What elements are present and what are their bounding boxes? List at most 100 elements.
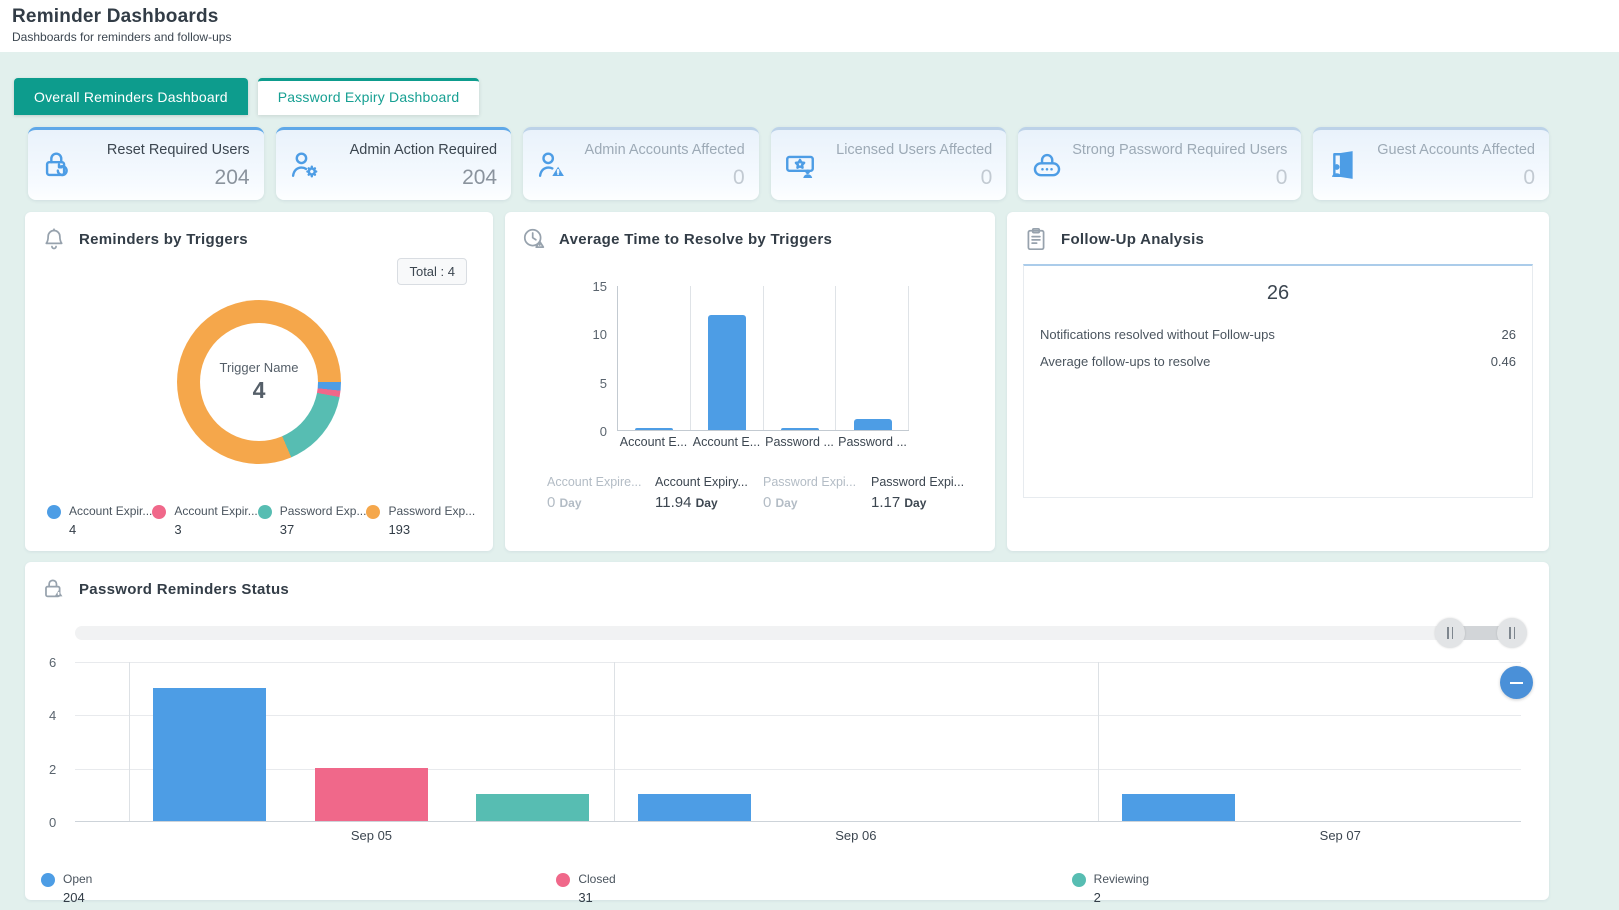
x-axis-labels: Sep 05Sep 06Sep 07	[75, 828, 1521, 848]
user-warning-icon	[535, 148, 569, 182]
bar-reviewing	[476, 794, 589, 821]
avg-time-bar-chart: 051015	[521, 286, 979, 431]
legend-item[interactable]: Open 204	[41, 870, 502, 905]
stat-card-title: Licensed Users Affected	[825, 142, 993, 158]
follow-up-summary-box: 26 Notifications resolved without Follow…	[1023, 264, 1533, 498]
legend-label: Password Exp...	[280, 504, 367, 518]
tab-overall-reminders-dashboard[interactable]: Overall Reminders Dashboard	[14, 78, 248, 115]
y-tick-label: 15	[593, 279, 607, 294]
gridline	[75, 662, 1521, 663]
bar-open	[1122, 794, 1235, 821]
gridline	[908, 286, 909, 430]
legend-value: 3	[174, 522, 257, 537]
gridline	[614, 662, 615, 821]
legend-color-dot	[556, 873, 570, 887]
x-tick-label: Sep 06	[835, 828, 876, 843]
legend-label: Account Expir...	[69, 504, 152, 518]
y-tick-label: 5	[600, 376, 607, 391]
gridline	[1098, 662, 1099, 821]
panel-header: Average Time to Resolve by Triggers	[521, 226, 979, 252]
x-tick-label: Account E...	[617, 435, 690, 449]
legend-item[interactable]: Password Exp... 193	[366, 502, 475, 537]
x-axis-labels: Account E...Account E...Password ...Pass…	[617, 431, 909, 449]
stat-card[interactable]: Guest Accounts Affected 0	[1313, 127, 1549, 200]
legend-color-dot	[41, 873, 55, 887]
legend-color-dot	[366, 505, 380, 519]
legend-item[interactable]: Account Expir... 4	[47, 502, 152, 537]
stat-card[interactable]: Licensed Users Affected 0	[771, 127, 1007, 200]
stat-card-value: 204	[82, 166, 250, 190]
legend-label: Open	[63, 872, 92, 886]
bar	[781, 428, 819, 430]
stat-card-title: Guest Accounts Affected	[1367, 142, 1535, 158]
avg-stat-item: Password Expi... 1.17 Day	[871, 475, 979, 511]
bar-closed	[315, 768, 428, 821]
page-header: Reminder Dashboards Dashboards for remin…	[0, 0, 1619, 52]
slider-handle-left[interactable]	[1435, 618, 1465, 648]
license-user-icon	[783, 148, 817, 182]
slider-handle-right[interactable]	[1497, 618, 1527, 648]
stat-card-title: Admin Accounts Affected	[577, 142, 745, 158]
follow-up-row-value: 26	[1502, 327, 1516, 342]
avg-stat-item: Password Expi... 0 Day	[763, 475, 871, 511]
stat-card-value: 0	[577, 166, 745, 190]
avg-stat-unit: Day	[560, 496, 582, 510]
stat-card[interactable]: Strong Password Required Users 0	[1018, 127, 1301, 200]
avg-stat-value: 11.94	[655, 494, 691, 511]
y-tick-label: 10	[593, 327, 607, 342]
bell-icon	[41, 226, 67, 252]
legend-color-dot	[1072, 873, 1086, 887]
stat-cards-row: Reset Required Users 204 Admin Action Re…	[28, 127, 1549, 200]
panel-header: Password Reminders Status	[41, 576, 1533, 602]
stat-card[interactable]: Admin Accounts Affected 0	[523, 127, 759, 200]
stat-card[interactable]: Admin Action Required 204	[276, 127, 512, 200]
x-tick-label: Account E...	[690, 435, 763, 449]
gridline	[690, 286, 691, 430]
gridline	[835, 286, 836, 430]
date-range-slider[interactable]	[75, 626, 1527, 640]
status-legend: Open 204 Closed 31 Reviewing 2	[41, 870, 1533, 905]
stat-card[interactable]: Reset Required Users 204	[28, 127, 264, 200]
stat-card-value: 0	[1367, 166, 1535, 190]
legend-item[interactable]: Password Exp... 37	[258, 502, 367, 537]
plot-area	[617, 286, 909, 431]
legend-item[interactable]: Account Expir... 3	[152, 502, 257, 537]
panel-average-time-to-resolve: Average Time to Resolve by Triggers 0 5 10…	[505, 212, 995, 551]
tab-bar: Overall Reminders Dashboard Password Exp…	[0, 52, 1619, 115]
legend-value: 37	[280, 522, 367, 537]
follow-up-rows: Notifications resolved without Follow-up…	[1040, 321, 1516, 375]
page-title: Reminder Dashboards	[12, 6, 1607, 28]
y-axis-labels: 051015	[521, 286, 617, 431]
donut-center-value: 4	[253, 377, 266, 404]
panel-password-reminders-status: Password Reminders Status 0246 Sep 05Sep…	[25, 562, 1549, 900]
slider-track[interactable]	[75, 626, 1527, 640]
legend-item[interactable]: Closed 31	[556, 870, 1017, 905]
lock-warning-icon	[41, 576, 67, 602]
y-tick-label: 6	[49, 655, 56, 670]
panel-header: Reminders by Triggers	[41, 226, 477, 252]
bar-open	[638, 794, 751, 821]
donut-center-label: Trigger Name	[220, 360, 299, 375]
tab-password-expiry-dashboard[interactable]: Password Expiry Dashboard	[258, 78, 480, 115]
panel-reminders-by-triggers: Reminders by Triggers Total : 4 Trigger …	[25, 212, 493, 551]
dashboard-content: Overall Reminders Dashboard Password Exp…	[0, 52, 1619, 910]
legend-value: 31	[578, 890, 615, 905]
avg-stat-value: 0	[763, 494, 771, 511]
legend-value: 2	[1094, 890, 1149, 905]
panel-title: Password Reminders Status	[79, 581, 289, 598]
stat-card-title: Admin Action Required	[330, 142, 498, 158]
stat-card-title: Reset Required Users	[82, 142, 250, 158]
legend-item[interactable]: Reviewing 2	[1072, 870, 1533, 905]
user-gear-icon	[288, 148, 322, 182]
panel-title: Follow-Up Analysis	[1061, 231, 1204, 248]
guest-door-icon	[1325, 148, 1359, 182]
clipboard-icon	[1023, 226, 1049, 252]
page-subtitle: Dashboards for reminders and follow-ups	[12, 30, 1607, 44]
stat-card-title: Strong Password Required Users	[1072, 142, 1287, 158]
status-bar-chart: 0246	[75, 662, 1521, 822]
avg-stat-value: 1.17	[871, 494, 900, 511]
clock-warning-icon	[521, 226, 547, 252]
follow-up-row-label: Notifications resolved without Follow-up…	[1040, 327, 1275, 342]
panel-follow-up-analysis: Follow-Up Analysis 26 Notifications reso…	[1007, 212, 1549, 551]
panel-title: Average Time to Resolve by Triggers	[559, 231, 832, 248]
